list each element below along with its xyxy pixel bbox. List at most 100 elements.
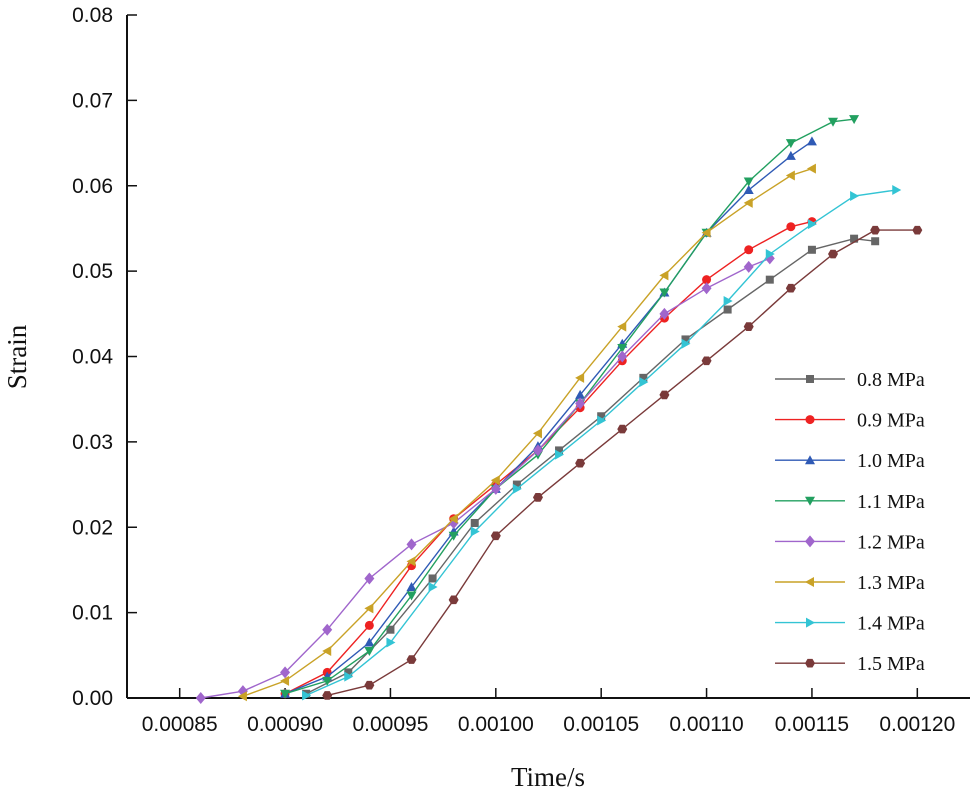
data-point [849, 115, 860, 125]
legend-label: 1.1 MPa [857, 491, 925, 513]
data-point [322, 623, 333, 636]
legend-marker [806, 617, 815, 628]
data-point [785, 150, 796, 160]
legend-item: 1.0 MPa [775, 450, 925, 472]
y-tick-label: 0.04 [72, 346, 113, 369]
legend-item: 0.8 MPa [775, 369, 925, 391]
data-point [470, 526, 480, 537]
data-point [786, 222, 796, 232]
data-point [659, 288, 670, 298]
data-point [701, 227, 711, 238]
legend-marker [805, 535, 815, 548]
data-point [406, 655, 417, 664]
data-point [659, 390, 670, 400]
x-tick-label: 0.00110 [669, 713, 743, 736]
data-point [386, 637, 396, 648]
data-point [237, 691, 247, 702]
legend-marker [805, 577, 814, 587]
legend-item: 1.3 MPa [775, 572, 925, 594]
data-point [322, 676, 333, 686]
data-point [806, 136, 817, 146]
y-tick-label: 0.06 [72, 175, 113, 198]
data-point [555, 446, 564, 455]
legend-marker [806, 375, 814, 383]
legend-label: 1.4 MPa [857, 613, 925, 635]
data-point [807, 245, 816, 254]
data-point [575, 458, 586, 468]
data-point [406, 538, 417, 551]
legend-item: 1.4 MPa [775, 613, 925, 635]
data-point [701, 282, 712, 295]
series-line [327, 229, 918, 697]
data-point [701, 356, 712, 366]
data-point [870, 225, 881, 235]
y-tick-label: 0.02 [72, 516, 113, 539]
data-point [702, 275, 712, 285]
data-point [386, 625, 395, 634]
series-1-3-mpa [237, 163, 816, 702]
data-point [364, 647, 375, 657]
data-point [806, 163, 816, 174]
data-point [322, 646, 332, 657]
data-point [871, 237, 880, 246]
data-point [575, 372, 585, 383]
axes [126, 15, 970, 699]
data-point [490, 482, 501, 495]
data-point [280, 675, 290, 686]
data-point [448, 531, 459, 541]
data-point [765, 275, 774, 284]
data-point [364, 620, 374, 630]
y-tick-label: 0.03 [72, 431, 113, 454]
data-point [639, 373, 648, 382]
y-axis-label: Strain [2, 324, 32, 389]
data-point [785, 139, 796, 149]
data-point [765, 249, 775, 260]
legend-item: 1.1 MPa [775, 491, 925, 513]
data-point [743, 197, 753, 208]
series-line [200, 257, 771, 699]
data-point [490, 475, 500, 486]
data-point [364, 572, 375, 585]
data-point [681, 338, 691, 349]
data-point [723, 305, 732, 314]
data-point [807, 219, 817, 230]
legend-item: 1.2 MPa [775, 531, 925, 553]
data-point [532, 444, 543, 457]
y-tick-label: 0.01 [72, 602, 113, 625]
legend-marker [805, 415, 815, 425]
data-point [575, 397, 586, 410]
data-point [344, 671, 354, 682]
data-point [828, 249, 839, 259]
legend-label: 0.8 MPa [857, 369, 925, 391]
data-point [617, 321, 627, 332]
data-point [850, 234, 859, 243]
data-point [406, 591, 417, 601]
data-point [448, 513, 458, 524]
series-layer [195, 115, 923, 704]
data-point [912, 225, 923, 235]
data-point [828, 117, 839, 127]
data-point [617, 424, 628, 434]
x-tick-label: 0.00085 [142, 713, 218, 736]
data-point [322, 691, 333, 700]
x-axis-label: Time/s [511, 762, 585, 792]
y-tick-label: 0.08 [72, 4, 113, 27]
data-point [470, 518, 479, 527]
data-point [428, 582, 438, 593]
legend-marker [805, 496, 815, 506]
data-point [597, 415, 607, 426]
x-tick-label: 0.00100 [458, 713, 534, 736]
series-1-2-mpa [195, 252, 775, 704]
data-point [743, 260, 754, 273]
x-tick-label: 0.00090 [247, 713, 323, 736]
data-point [743, 177, 754, 187]
y-tick-label: 0.05 [72, 260, 113, 283]
data-point [555, 449, 565, 460]
data-point [659, 270, 669, 281]
data-point [597, 412, 606, 421]
x-tick-label: 0.00095 [352, 713, 428, 736]
data-point [617, 350, 628, 363]
x-tick-label: 0.00120 [879, 713, 955, 736]
data-point [364, 603, 374, 614]
legend-label: 1.0 MPa [857, 450, 925, 472]
